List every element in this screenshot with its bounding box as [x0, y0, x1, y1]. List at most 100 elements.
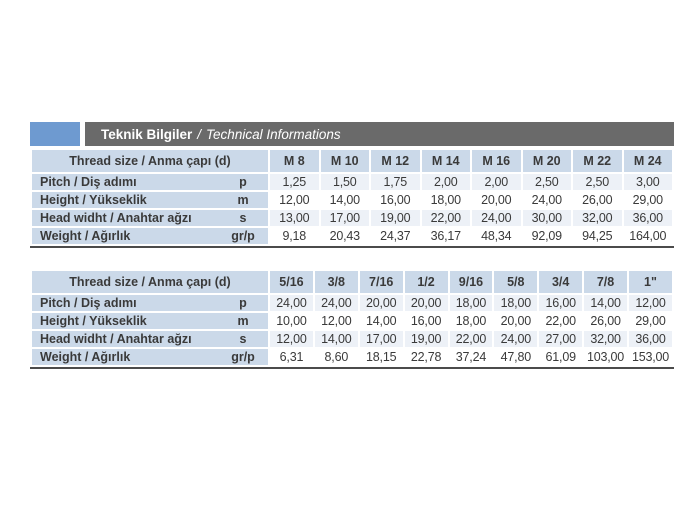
value-cell: 48,34	[472, 228, 521, 244]
value-cell: 24,00	[270, 295, 313, 311]
row-label: Weight / Ağırlık	[40, 229, 131, 243]
column-header-cell: M 22	[573, 150, 622, 172]
row-label-cell: Pitch / Diş adımı p	[32, 295, 268, 311]
row-label: Weight / Ağırlık	[40, 350, 131, 364]
row-label-cell: Height / Yükseklik m	[32, 192, 268, 208]
row-label: Height / Yükseklik	[40, 193, 147, 207]
column-header-cell: M 12	[371, 150, 420, 172]
value-cell: 2,50	[522, 174, 571, 190]
value-cell: 26,00	[584, 313, 627, 329]
value-cell: 8,60	[314, 349, 358, 365]
value-cell: 36,17	[421, 228, 470, 244]
value-cell: 24,00	[522, 192, 571, 208]
imperial-thread-table: Thread size / Anma çapı (d) 5/16 3/8 7/16 1/…	[30, 269, 674, 369]
column-header-cell: 1"	[629, 271, 672, 293]
row-label-cell: Pitch / Diş adımı p	[32, 174, 268, 190]
value-cell: 32,00	[573, 210, 622, 226]
section-header: Teknik Bilgiler / Technical Informations	[30, 122, 674, 146]
column-header-cell: M 24	[623, 150, 672, 172]
unit-label: s	[239, 332, 247, 346]
value-cell: 16,00	[371, 192, 420, 208]
row-header-cell: Thread size / Anma çapı (d)	[32, 271, 268, 293]
value-cell: 26,00	[573, 192, 622, 208]
value-cell: 18,00	[449, 295, 493, 311]
value-cell: 36,00	[623, 210, 672, 226]
row-label-group: Head widht / Anahtar ağzı s	[32, 332, 268, 346]
value-cell: 29,00	[623, 192, 672, 208]
value-cell: 2,50	[573, 174, 622, 190]
unit-label: m	[237, 314, 249, 328]
row-label-cell: Height / Yükseklik m	[32, 313, 268, 329]
column-header-cell: 3/4	[539, 271, 583, 293]
value-cell: 27,00	[539, 331, 583, 347]
value-cell: 22,78	[404, 349, 448, 365]
column-header-cell: 3/8	[314, 271, 358, 293]
value-cell: 47,80	[494, 349, 538, 365]
column-header-cell: 5/16	[270, 271, 313, 293]
table-row: Weight / Ağırlık gr/p 9,18 20,43 24,37 36,17 4…	[32, 228, 672, 244]
value-cell: 22,00	[539, 313, 583, 329]
row-label-group: Pitch / Diş adımı p	[32, 296, 268, 310]
section-title-english: Technical Informations	[206, 126, 341, 142]
row-label: Head widht / Anahtar ağzı	[40, 332, 192, 346]
column-header-cell: M 8	[270, 150, 319, 172]
row-label: Pitch / Diş adımı	[40, 296, 137, 310]
table-row: Head widht / Anahtar ağzı s 13,00 17,00 19,0…	[32, 210, 672, 226]
value-cell: 14,00	[320, 192, 369, 208]
value-cell: 17,00	[320, 210, 369, 226]
row-label: Head widht / Anahtar ağzı	[40, 211, 192, 225]
row-label: Height / Yükseklik	[40, 314, 147, 328]
value-cell: 18,15	[359, 349, 403, 365]
header-row: Thread size / Anma çapı (d) 5/16 3/8 7/16 1/…	[32, 271, 672, 293]
section-title-bar: Teknik Bilgiler / Technical Informations	[85, 122, 674, 146]
value-cell: 22,00	[449, 331, 493, 347]
value-cell: 18,00	[421, 192, 470, 208]
row-label-cell: Head widht / Anahtar ağzı s	[32, 331, 268, 347]
row-label-cell: Weight / Ağırlık gr/p	[32, 349, 268, 365]
value-cell: 20,00	[494, 313, 538, 329]
section-title-turkish: Teknik Bilgiler	[101, 126, 193, 142]
column-header-cell: 9/16	[449, 271, 493, 293]
value-cell: 103,00	[584, 349, 627, 365]
table-row: Weight / Ağırlık gr/p 6,31 8,60 18,15 22,78 37…	[32, 349, 672, 365]
value-cell: 20,00	[404, 295, 448, 311]
value-cell: 19,00	[371, 210, 420, 226]
row-label: Pitch / Diş adımı	[40, 175, 137, 189]
value-cell: 32,00	[584, 331, 627, 347]
column-header-cell: M 20	[522, 150, 571, 172]
value-cell: 12,00	[270, 192, 319, 208]
value-cell: 17,00	[359, 331, 403, 347]
value-cell: 2,00	[472, 174, 521, 190]
row-header-cell: Thread size / Anma çapı (d)	[32, 150, 268, 172]
value-cell: 94,25	[573, 228, 622, 244]
column-header-cell: 7/16	[359, 271, 403, 293]
value-cell: 24,00	[314, 295, 358, 311]
value-cell: 10,00	[270, 313, 313, 329]
table-row: Pitch / Diş adımı p 1,25 1,50 1,75 2,00 2,00 2,…	[32, 174, 672, 190]
value-cell: 12,00	[270, 331, 313, 347]
column-header-cell: 5/8	[494, 271, 538, 293]
header-accent-square	[30, 122, 80, 146]
row-label-cell: Head widht / Anahtar ağzı s	[32, 210, 268, 226]
table-row: Height / Yükseklik m 10,00 12,00 14,00 16,00 1…	[32, 313, 672, 329]
value-cell: 14,00	[314, 331, 358, 347]
unit-label: m	[237, 193, 249, 207]
column-header-cell: M 10	[320, 150, 369, 172]
column-header-cell: 7/8	[584, 271, 627, 293]
value-cell: 92,09	[522, 228, 571, 244]
unit-label: p	[239, 175, 247, 189]
value-cell: 9,18	[270, 228, 319, 244]
value-cell: 20,43	[320, 228, 369, 244]
value-cell: 1,75	[371, 174, 420, 190]
value-cell: 12,00	[629, 295, 672, 311]
unit-label: p	[239, 296, 247, 310]
row-label-group: Weight / Ağırlık gr/p	[32, 229, 268, 243]
value-cell: 24,00	[472, 210, 521, 226]
row-label-group: Height / Yükseklik m	[32, 314, 268, 328]
value-cell: 16,00	[404, 313, 448, 329]
column-header-cell: 1/2	[404, 271, 448, 293]
value-cell: 6,31	[270, 349, 313, 365]
value-cell: 3,00	[623, 174, 672, 190]
value-cell: 14,00	[359, 313, 403, 329]
value-cell: 1,50	[320, 174, 369, 190]
